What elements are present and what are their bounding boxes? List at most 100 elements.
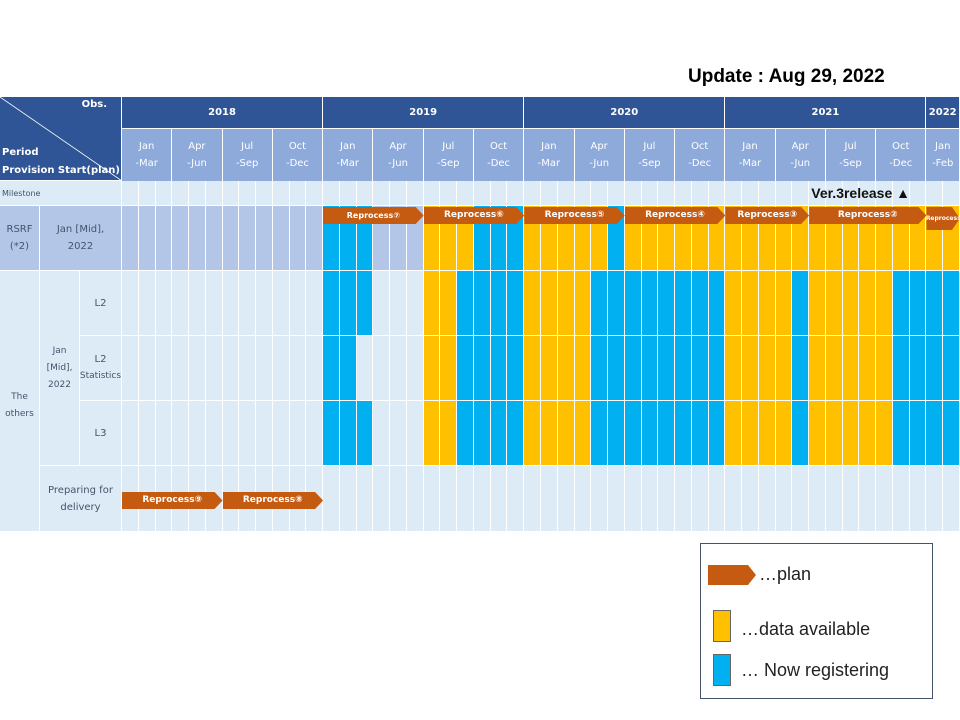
cell-preparing-empty <box>943 466 960 532</box>
quarter-header: Jul -Sep <box>423 129 474 181</box>
cell-preparing-empty <box>842 466 860 532</box>
quarter-header: Apr -Jun <box>373 129 424 181</box>
cell-milestone-empty <box>675 181 692 206</box>
cell-l3-available <box>775 401 793 466</box>
cell-l2-statistics-available <box>775 336 793 401</box>
cell-preparing-empty <box>742 466 759 532</box>
quarter-label: Jul <box>241 141 254 152</box>
cell-l2-statistics-registering <box>708 336 726 401</box>
cell-l2-empty <box>272 271 290 336</box>
cell-l3-registering <box>943 401 960 466</box>
cell-l2-statistics-empty <box>289 336 307 401</box>
cell-l3-available <box>842 401 860 466</box>
cell-l2-statistics-registering <box>943 336 960 401</box>
cell-l2-empty <box>172 271 190 336</box>
cell-l2-statistics-registering <box>339 336 357 401</box>
cell-l2-available <box>742 271 759 336</box>
others-start-3: 2022 <box>48 379 71 390</box>
cell-l2-statistics-available <box>859 336 877 401</box>
cell-l2-available <box>574 271 592 336</box>
cell-l3-registering <box>792 401 810 466</box>
quarter-label: Jan <box>935 141 951 152</box>
cell-l2-empty <box>239 271 257 336</box>
l2s-label-2: Statistics <box>79 371 122 381</box>
cell-l2-available <box>557 271 575 336</box>
preparing-label: Preparing for delivery <box>40 466 122 532</box>
prep-label-2: delivery <box>60 501 101 513</box>
plan-arrow: Reprocess⑧ <box>223 492 324 509</box>
milestone-label: Milestone <box>0 181 122 206</box>
cell-preparing-empty <box>423 466 441 532</box>
cell-milestone-empty <box>272 181 290 206</box>
cell-l2-available <box>825 271 843 336</box>
cell-l3-available <box>859 401 877 466</box>
plan-arrow: Reprocess <box>926 207 960 230</box>
quarter-header: Jul -Sep <box>624 129 676 181</box>
cell-preparing-empty <box>440 466 458 532</box>
cell-l2-statistics-empty <box>155 336 173 401</box>
quarter-header: Jul -Sep <box>825 129 877 181</box>
quarter-header: Jan -Mar <box>122 129 173 181</box>
cell-l2-available <box>423 271 441 336</box>
quarter-label: -Dec <box>889 158 913 169</box>
cell-milestone-empty <box>423 181 441 206</box>
cell-rsrf-empty <box>172 206 190 271</box>
quarter-header: Oct -Dec <box>876 129 927 181</box>
quarter-label: Oct <box>892 141 910 152</box>
quarter-label: Oct <box>691 141 709 152</box>
cell-l2-statistics-empty <box>138 336 156 401</box>
cell-l2-registering <box>658 271 676 336</box>
others-label-1: The <box>11 392 28 402</box>
cell-l3-empty <box>373 401 391 466</box>
cell-l2-registering <box>909 271 927 336</box>
cell-l3-registering <box>708 401 726 466</box>
cell-l2-registering <box>792 271 810 336</box>
quarter-header: Oct -Dec <box>473 129 525 181</box>
cell-l3-empty <box>306 401 324 466</box>
cell-rsrf-empty <box>138 206 156 271</box>
cell-milestone-empty <box>155 181 173 206</box>
quarter-label: Apr <box>389 141 407 152</box>
cell-milestone-empty <box>356 181 374 206</box>
cell-l2-statistics-available <box>809 336 826 401</box>
cell-milestone-empty <box>189 181 206 206</box>
cell-milestone-empty <box>909 181 927 206</box>
rsrf-start-year: 2022 <box>67 241 94 252</box>
quarter-label: -Jun <box>589 158 610 169</box>
rsrf-start-date: Jan [Mid], <box>56 224 105 235</box>
cell-l3-empty <box>189 401 206 466</box>
quarter-label: Jul <box>844 141 857 152</box>
cell-l3-empty <box>256 401 273 466</box>
cell-preparing-empty <box>859 466 877 532</box>
cell-l3-registering <box>356 401 374 466</box>
cell-l2-registering <box>608 271 625 336</box>
cell-l3-available <box>725 401 743 466</box>
cell-l2-statistics-registering <box>507 336 525 401</box>
cell-l3-empty <box>172 401 190 466</box>
cell-milestone-empty <box>758 181 776 206</box>
cell-l2-empty <box>256 271 273 336</box>
cell-l3-empty <box>155 401 173 466</box>
cell-milestone-empty <box>289 181 307 206</box>
quarter-label: -Sep <box>638 158 661 169</box>
cell-milestone-empty <box>926 181 944 206</box>
prep-label-1: Preparing for <box>48 484 113 496</box>
cell-l2-empty <box>155 271 173 336</box>
cell-l3-empty <box>390 401 407 466</box>
obs-label: Obs. <box>81 99 107 110</box>
cell-l2-empty <box>222 271 240 336</box>
cell-rsrf-empty <box>306 206 324 271</box>
provision-label: Provision Start(plan) <box>2 165 120 176</box>
cell-l2-statistics-empty <box>205 336 223 401</box>
cell-preparing-empty <box>323 466 340 532</box>
cell-l2-empty <box>390 271 407 336</box>
cell-milestone-empty <box>440 181 458 206</box>
quarter-label: Jan <box>541 141 557 152</box>
cell-l3-registering <box>473 401 491 466</box>
cell-l3-registering <box>490 401 508 466</box>
cell-l3-available <box>423 401 441 466</box>
cell-preparing-empty <box>708 466 726 532</box>
cell-preparing-empty <box>591 466 609 532</box>
milestone-ver3-release: Ver.3release ▲ <box>811 185 910 201</box>
cell-milestone-empty <box>608 181 625 206</box>
